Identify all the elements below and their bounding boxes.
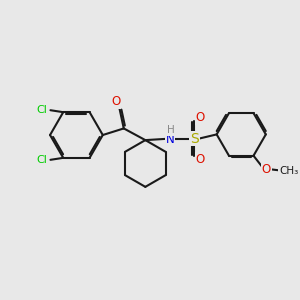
Text: O: O <box>196 111 205 124</box>
Text: S: S <box>190 132 199 145</box>
Text: N: N <box>166 133 174 146</box>
Text: O: O <box>262 163 271 176</box>
Text: Cl: Cl <box>37 105 48 115</box>
Text: O: O <box>111 95 120 108</box>
Text: Cl: Cl <box>37 155 48 165</box>
Text: O: O <box>196 153 205 166</box>
Text: CH₃: CH₃ <box>279 166 298 176</box>
Text: H: H <box>167 125 174 135</box>
